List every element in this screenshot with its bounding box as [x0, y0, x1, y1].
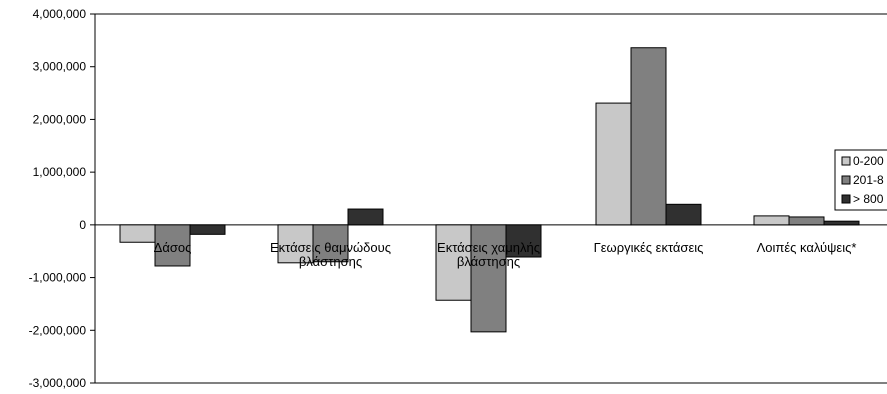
- category-label: βλάστησης: [457, 254, 520, 269]
- y-tick-label: 1,000,000: [33, 165, 87, 179]
- y-tick-label: 0: [79, 218, 86, 232]
- bar-3-cat-3: [505, 224, 542, 258]
- legend-label: 0-200: [853, 154, 884, 168]
- legend-label: 201-8: [853, 173, 884, 187]
- bar-2-cat-3: [470, 224, 507, 333]
- y-tick-label: 4,000,000: [33, 7, 87, 21]
- y-tick-label: -3,000,000: [29, 376, 87, 390]
- category-label: Γεωργικές εκτάσεις: [594, 240, 704, 255]
- category-label: Λοιπές καλύψεις*: [757, 240, 857, 255]
- bar-1-cat-1: [119, 224, 156, 243]
- y-tick-label: -2,000,000: [29, 323, 87, 337]
- bar-3-cat-5: [823, 220, 860, 226]
- bar-2-cat-2: [312, 224, 349, 263]
- chart-axes: 4,000,000 3,000,000 2,000,000 1,000,000 0 -1,…: [29, 7, 887, 390]
- category-labels: Δάσος Εκτάσεις θαμνώδουςβλάστησηςΕκτάσεις…: [154, 240, 857, 269]
- legend: 0-200 201-8 > 800: [834, 149, 887, 211]
- legend-swatch: [841, 194, 851, 204]
- category-label: Εκτάσεις θαμνώδους: [270, 240, 391, 255]
- bar-3-cat-2: [347, 208, 384, 226]
- category-label: Εκτάσεις χαμηλής: [437, 240, 540, 255]
- bar-3-cat-1: [189, 224, 226, 235]
- bar-1-cat-3: [435, 224, 472, 301]
- bar-1-cat-4: [595, 102, 632, 226]
- y-tick-label: -1,000,000: [29, 271, 87, 285]
- bar-1-cat-2: [277, 224, 314, 264]
- bar-2-cat-5: [788, 216, 825, 226]
- bar-3-cat-4: [665, 203, 702, 226]
- category-label: Δάσος: [154, 240, 192, 255]
- category-label: βλάστησης: [299, 254, 362, 269]
- bar-1-cat-5: [753, 215, 790, 226]
- bar-2-cat-1: [154, 224, 191, 267]
- y-tick-label: 3,000,000: [33, 60, 87, 74]
- y-tick-label: 2,000,000: [33, 112, 87, 126]
- legend-label: > 800: [853, 192, 884, 206]
- chart-bars: [119, 47, 860, 333]
- bar-2-cat-4: [630, 47, 667, 226]
- legend-swatch: [841, 175, 851, 185]
- legend-swatch: [841, 156, 851, 166]
